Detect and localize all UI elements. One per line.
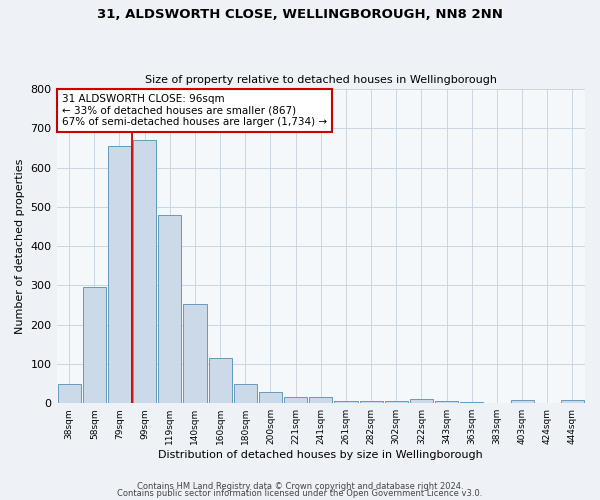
Bar [410, 400, 433, 403]
Bar [58, 384, 80, 403]
Bar [385, 401, 408, 403]
Text: Contains public sector information licensed under the Open Government Licence v3: Contains public sector information licen… [118, 489, 482, 498]
X-axis label: Distribution of detached houses by size in Wellingborough: Distribution of detached houses by size … [158, 450, 483, 460]
Bar [184, 304, 206, 403]
Bar [511, 400, 533, 403]
Text: 31, ALDSWORTH CLOSE, WELLINGBOROUGH, NN8 2NN: 31, ALDSWORTH CLOSE, WELLINGBOROUGH, NN8… [97, 8, 503, 20]
Bar [284, 396, 307, 403]
Bar [259, 392, 282, 403]
Text: Contains HM Land Registry data © Crown copyright and database right 2024.: Contains HM Land Registry data © Crown c… [137, 482, 463, 491]
Bar [158, 214, 181, 403]
Bar [108, 146, 131, 403]
Title: Size of property relative to detached houses in Wellingborough: Size of property relative to detached ho… [145, 76, 497, 86]
Y-axis label: Number of detached properties: Number of detached properties [15, 158, 25, 334]
Bar [435, 401, 458, 403]
Bar [359, 401, 383, 403]
Bar [334, 401, 358, 403]
Text: 31 ALDSWORTH CLOSE: 96sqm
← 33% of detached houses are smaller (867)
67% of semi: 31 ALDSWORTH CLOSE: 96sqm ← 33% of detac… [62, 94, 327, 127]
Bar [309, 396, 332, 403]
Bar [83, 288, 106, 403]
Bar [133, 140, 156, 403]
Bar [460, 402, 484, 403]
Bar [209, 358, 232, 403]
Bar [561, 400, 584, 403]
Bar [234, 384, 257, 403]
